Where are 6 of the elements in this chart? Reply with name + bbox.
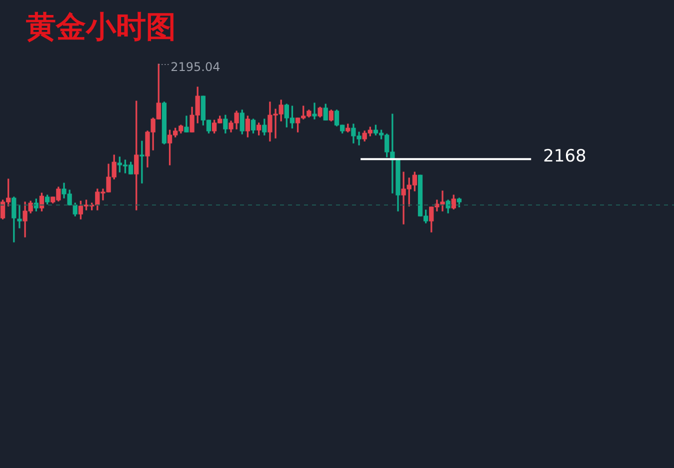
candlestick	[17, 204, 22, 228]
candlestick	[312, 102, 317, 120]
candlestick	[140, 140, 144, 184]
annotation: 2195.04	[170, 60, 220, 74]
chart-title: 黄金小时图	[26, 10, 176, 46]
text: 2168	[543, 146, 586, 167]
